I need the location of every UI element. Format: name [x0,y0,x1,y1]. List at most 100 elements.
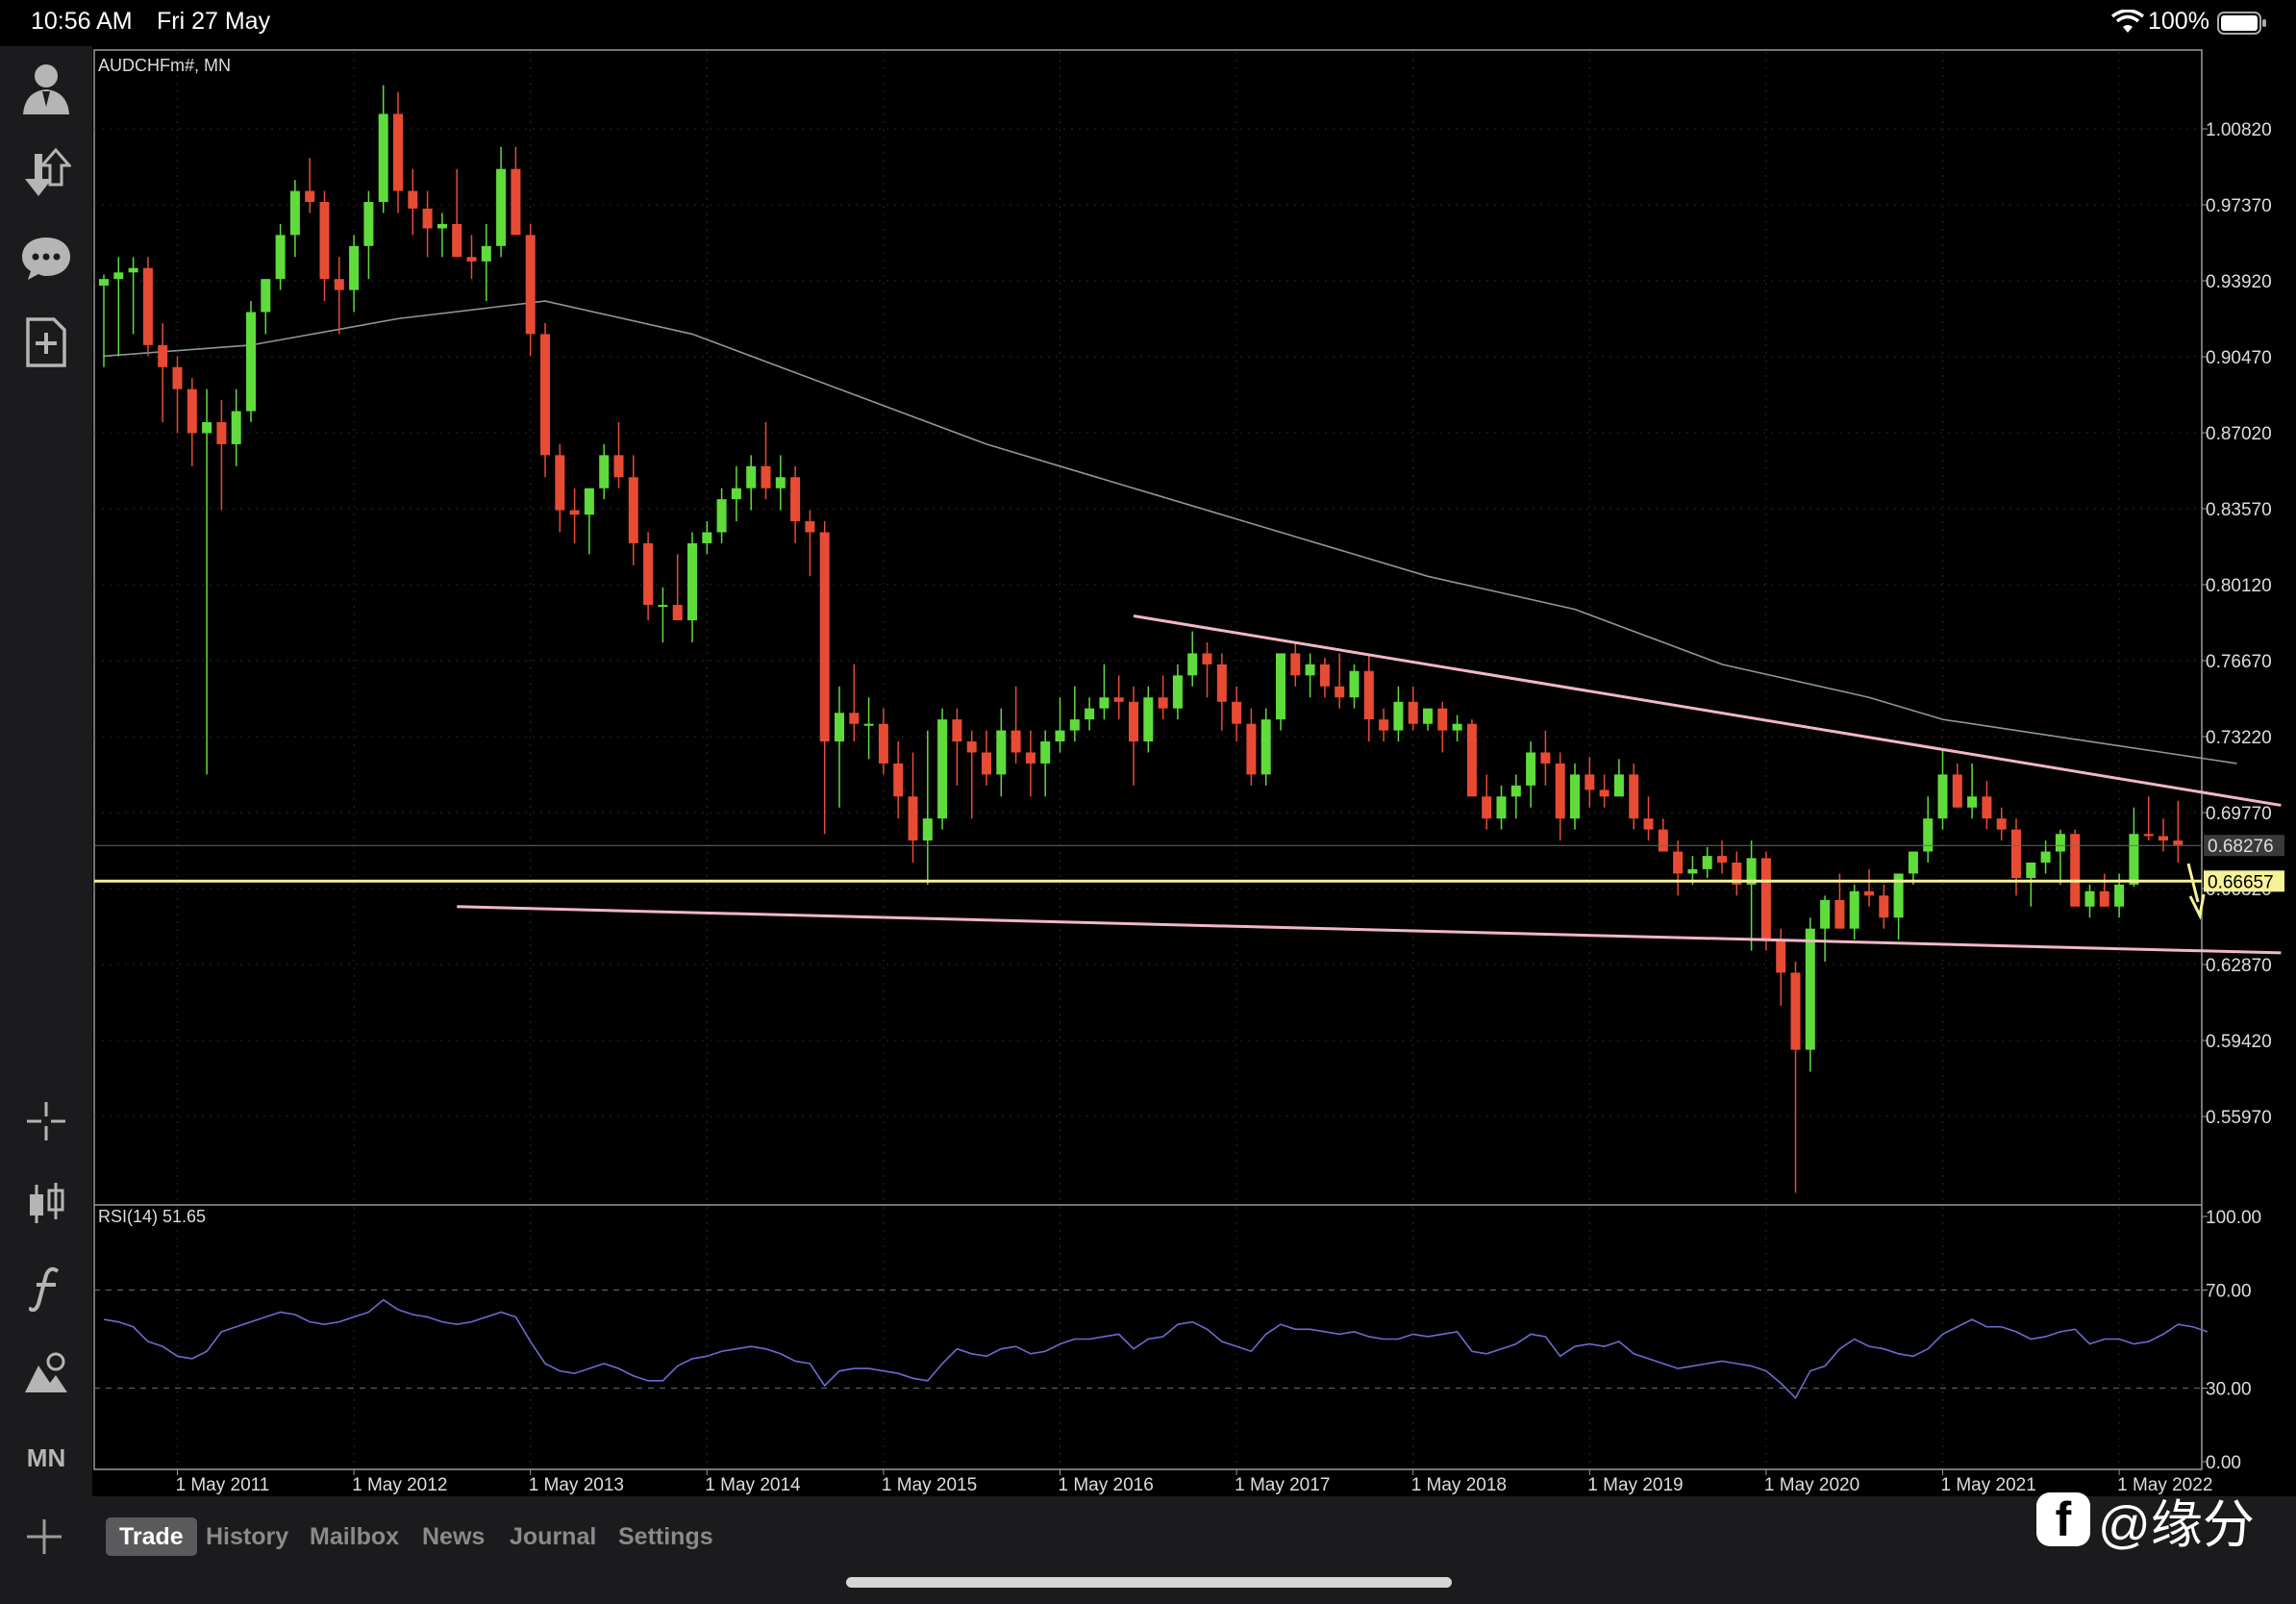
candle-body [1952,774,1962,808]
candle-body [1849,890,1859,929]
candle-body [1540,752,1551,764]
arrow-marker [2186,863,2206,920]
candle-body [481,245,491,262]
price-tick-label: 0.59420 [2206,1032,2272,1052]
candle-body [1158,697,1168,709]
price-tick-label: 0.90470 [2206,348,2272,368]
candle-body [2099,890,2109,907]
candle-body [2159,836,2168,841]
tab-news[interactable]: News [422,1523,486,1550]
bottom-toolbar: Trade History Mailbox News Journal Setti… [0,1496,2296,1604]
tab-settings[interactable]: Settings [618,1523,713,1550]
candle-body [1202,653,1212,664]
account-icon[interactable] [17,60,75,117]
indicators-icon[interactable] [17,1260,75,1317]
candle-body [1687,868,1698,874]
current-price-tag-label: 0.68276 [2208,837,2274,857]
candle-body [422,208,433,229]
date-tick-label: 1 May 2015 [882,1475,977,1495]
candle-body [775,477,786,489]
current-price-tag [2204,835,2284,857]
tab-journal[interactable]: Journal [510,1523,597,1550]
candle-body [1996,818,2007,830]
date-tick-label: 1 May 2012 [352,1475,447,1495]
candle-body [452,223,462,258]
candle-body [1260,719,1271,775]
date-tick-label: 1 May 2022 [2117,1475,2212,1495]
candle-body [2070,834,2081,907]
candle-body [1216,664,1227,702]
candle-body [275,235,286,280]
candle-body [1437,708,1448,731]
candle-body [863,723,874,726]
candle-body [1864,890,1874,896]
candle-body [158,344,168,367]
candle-body [261,279,271,313]
price-tick-label: 0.69770 [2206,804,2272,824]
candle-body [1085,708,1095,720]
candle-body [1276,653,1285,720]
candle-body [584,488,594,515]
rsi-tick-label: 70.00 [2206,1282,2252,1302]
candle-body [1805,928,1815,1050]
candle-body [1570,774,1580,819]
candle-body [1599,789,1610,797]
candle-body [1879,895,1889,918]
drawn-objects [94,614,2282,955]
candle-body [761,465,771,489]
new-order-icon[interactable] [17,313,75,371]
candle-body [1393,701,1404,731]
candle-body [628,477,638,543]
candle-body [172,366,183,389]
price-tick-label: 0.62870 [2206,956,2272,976]
status-bar: 10:56 AM Fri 27 May 100% [0,0,2296,46]
candle-body [393,113,403,191]
candle-body [1658,829,1668,852]
trade-transfer-icon[interactable] [17,144,75,202]
candle-body [2143,834,2154,837]
candle-body [1732,862,1742,885]
candle-body [658,605,668,608]
crosshair-icon[interactable] [17,1092,75,1150]
timeframe-button[interactable]: MN [17,1429,75,1487]
candle-body [1834,899,1845,929]
tab-history[interactable]: History [206,1523,289,1550]
objects-icon[interactable] [17,1344,75,1402]
candle-body [731,488,741,500]
candle-body [319,202,330,280]
candle-body [716,499,727,533]
tab-mailbox[interactable]: Mailbox [310,1523,400,1550]
facebook-logo-icon: f [2036,1492,2090,1546]
chart-frame [93,49,2203,1470]
candle-body [1820,899,1831,929]
candle-body [1452,723,1462,731]
candle-body [1585,774,1595,790]
date-tick-label: 1 May 2013 [529,1475,624,1495]
candle-body [1187,653,1198,676]
candle-body [1172,675,1183,709]
candle-body [1011,730,1021,753]
chart-area[interactable]: 1.00820 0.97370 0.93920 0.90470 0.87020 0.835… [92,46,2296,1496]
trendline [457,905,2282,955]
candle-body [1055,730,1065,742]
candle-body [334,279,344,290]
candle-body [702,532,712,543]
add-icon[interactable] [25,1517,63,1556]
tab-trade[interactable]: Trade [106,1517,197,1556]
candle-body [966,741,977,753]
candle-body [613,455,624,478]
candle-body [113,272,124,280]
candle-body [849,713,860,724]
candle-body [2055,834,2065,852]
candle-body [1760,858,1771,940]
chart-type-icon[interactable] [17,1175,75,1233]
candle-body [805,521,815,533]
candle-body [128,267,138,273]
chat-icon[interactable] [17,229,75,287]
price-chart[interactable]: 1.00820 0.97370 0.93920 0.90470 0.87020 0.835… [92,46,2296,1496]
ma-line [103,300,2237,764]
home-indicator[interactable] [846,1577,1452,1588]
hline-price-tag [2204,870,2284,892]
candle-body [1129,701,1138,742]
price-tick-label: 0.80120 [2206,576,2272,596]
